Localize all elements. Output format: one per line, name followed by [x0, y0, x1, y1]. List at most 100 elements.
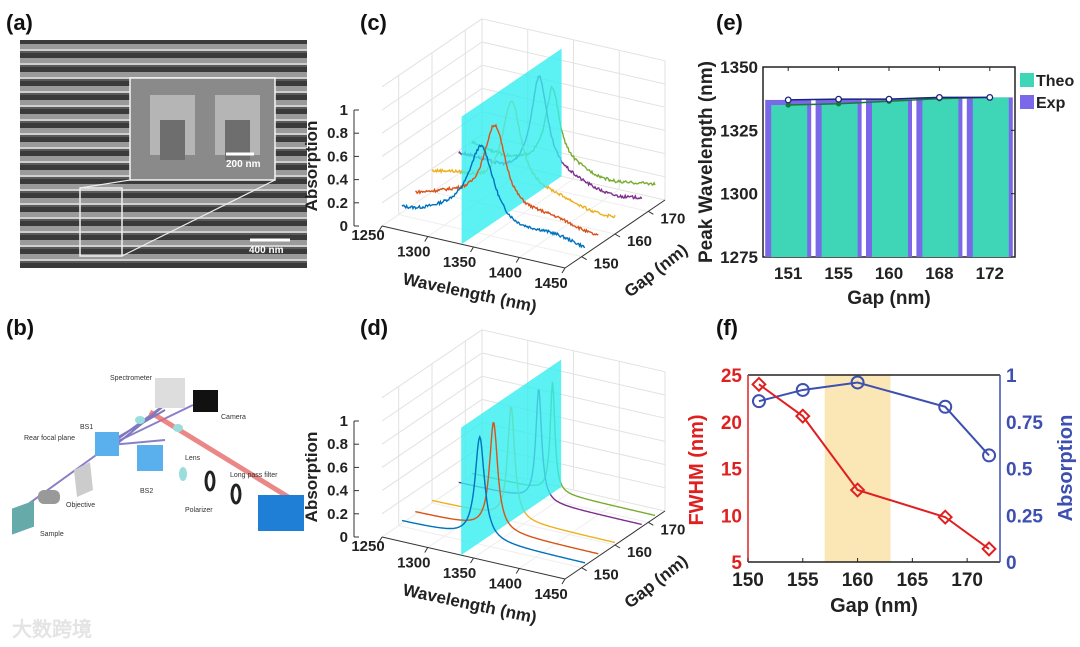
x-tick: [515, 257, 520, 263]
fwhm-point: [795, 408, 811, 424]
x-tick-label: 1400: [489, 265, 522, 282]
spectrum-gap-151: [401, 144, 586, 249]
y-tick-label-right: 0.5: [1006, 460, 1033, 481]
z-tick-label: 0.4: [327, 483, 349, 500]
absorption-point: [982, 448, 997, 463]
y-tick-label-right: 0.25: [1006, 506, 1043, 527]
x-tick-label: 1350: [443, 565, 476, 582]
y-tick-label: 150: [594, 256, 619, 273]
x-tick-label: 1350: [443, 254, 476, 271]
setup-label: BS2: [140, 488, 153, 495]
y-tick-label-left: 5: [731, 553, 742, 574]
x-tick: [378, 225, 383, 232]
y-tick: [581, 256, 587, 261]
gridline: [398, 525, 582, 569]
y-tick-label: 1300: [720, 185, 758, 204]
chart-c-3d-absorption-measured: 0 0.2 0.4 0.6 0.8 1 1250 1300 1350 1400 1450 150 160…: [302, 18, 691, 316]
fwhm-point: [937, 509, 953, 525]
setup-label: Rear focal plane: [24, 435, 75, 442]
x-tick: [561, 267, 566, 274]
setup-label: Polarizer: [185, 507, 213, 514]
y-tick: [614, 544, 621, 549]
legend-label-theo: Theo: [1036, 73, 1074, 90]
chart-d-3d-absorption-simulated: 0 0.2 0.4 0.6 0.8 1 1250 1300 1350 1400 1450 150 160…: [302, 329, 691, 627]
y-axis-label-left: FWHM (nm): [686, 414, 708, 525]
chart-f-fwhm-absorption: 150 155 160 165 170 5 10 15 20 25 0 0.25 0.5 0.75 1 Gap…: [686, 366, 1077, 617]
setup-label: BS1: [80, 424, 93, 431]
x-tick-label: 1250: [351, 227, 384, 244]
y-tick-label: 160: [627, 233, 652, 250]
data-point: [935, 93, 943, 101]
fwhm-point: [981, 541, 997, 557]
data-point: [986, 93, 994, 101]
z-tick-label: 0.8: [327, 436, 348, 453]
peak-wavelength-plane: [461, 48, 562, 245]
absorption-point: [795, 382, 810, 397]
x-tick: [515, 568, 520, 574]
legend-swatch-theo: [1020, 73, 1034, 87]
gridline: [398, 214, 582, 258]
zoom-region-box: [79, 187, 123, 257]
data-point: [784, 96, 792, 104]
legend-label-exp: Exp: [1036, 95, 1066, 112]
y-tick-label: 1275: [720, 248, 758, 267]
x-tick-label: 1250: [351, 538, 384, 555]
absorption-point: [850, 375, 865, 390]
x-tick: [424, 236, 429, 242]
x-tick-label: 155: [824, 264, 852, 283]
y-tick-label: 1325: [720, 121, 758, 140]
bar-theo: [922, 98, 959, 258]
panel-label-c: (c): [360, 10, 387, 35]
panel-label-d: (d): [360, 315, 388, 340]
x-tick-label: 1400: [489, 576, 522, 593]
spectrum-gap-155: [415, 123, 599, 236]
chart-e-peak-wavelength-bars: 151 155 160 168 172 1275 1300 1325 1350 Gap (nm) P…: [696, 58, 1074, 309]
sample-shape: [12, 500, 34, 535]
sem-image: 200 nm 400 nm: [20, 40, 307, 268]
optical-setup: Spectrometer Camera BS1 Rear focal plane…: [12, 375, 304, 538]
watermark: 大数跨境: [12, 617, 92, 641]
x-tick-label: 1450: [534, 586, 567, 603]
z-axis-label: Absorption: [302, 121, 321, 212]
y-tick: [648, 521, 654, 526]
x-tick-label: 1300: [397, 244, 430, 261]
z-tick-label: 0: [340, 218, 348, 235]
z-tick-label: 0.2: [327, 506, 348, 523]
x-tick-label: 151: [774, 264, 802, 283]
y-tick-label-left: 25: [721, 366, 743, 387]
y-axis-label: Peak Wavelength (nm): [696, 61, 717, 263]
setup-label: Lens: [185, 455, 201, 462]
y-tick-label-left: 10: [721, 506, 742, 527]
x-tick: [424, 547, 429, 553]
panel-label-e: (e): [716, 10, 743, 35]
panel-label-b: (b): [6, 315, 34, 340]
y-tick-label: 150: [594, 567, 619, 584]
z-axis-label: Absorption: [302, 432, 321, 523]
x-tick-label: 150: [732, 570, 764, 591]
y-tick-label-left: 20: [721, 413, 742, 434]
setup-label: Objective: [66, 502, 95, 509]
setup-label: Sample: [40, 531, 64, 538]
x-axis-label: Gap (nm): [847, 288, 930, 309]
y-tick: [648, 210, 654, 215]
x-tick: [378, 536, 383, 543]
y-tick: [581, 567, 587, 572]
spectrum-gap-151: [401, 434, 586, 564]
y-tick: [614, 233, 621, 238]
x-tick-label: 160: [875, 264, 903, 283]
fwhm-point: [849, 482, 866, 498]
bar-theo: [872, 101, 908, 257]
y-tick-label: 170: [660, 521, 685, 538]
bar-theo: [771, 105, 808, 257]
x-tick: [470, 246, 474, 253]
y-tick-label: 160: [627, 544, 652, 561]
panel-label-a: (a): [6, 10, 33, 35]
bar-theo: [972, 97, 1009, 258]
objective-shape: [38, 490, 60, 504]
y-tick-label-right: 1: [1006, 366, 1017, 387]
fwhm-line: [758, 383, 990, 550]
x-tick: [561, 578, 566, 585]
y-tick-label-right: 0: [1006, 553, 1017, 574]
bs1-shape: [95, 432, 119, 456]
